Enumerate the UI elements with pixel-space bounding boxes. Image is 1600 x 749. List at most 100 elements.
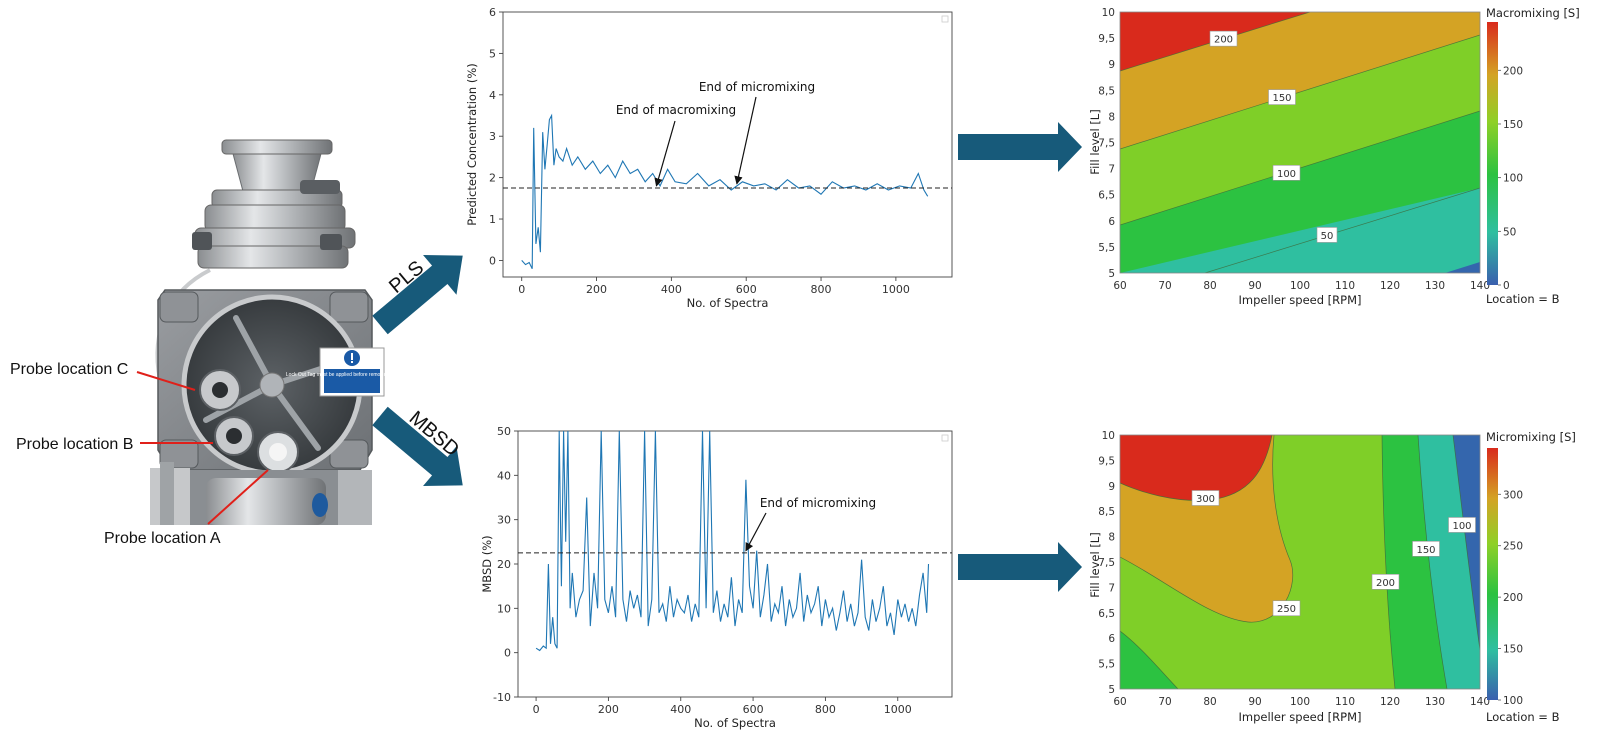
macromixing-ylabel: Fill level [L] — [1088, 109, 1102, 174]
pls-xtick-label: 1000 — [882, 283, 910, 296]
macromixing-colorbar-title: Macromixing [S] — [1486, 6, 1580, 20]
mbsd-ytick-label: 20 — [497, 558, 511, 571]
micro-contour-label-box — [1412, 540, 1440, 557]
micro-xtick-label: 100 — [1290, 696, 1310, 708]
arrow-to-macro-contour — [958, 122, 1082, 172]
micro-ytick-label: 7,5 — [1098, 557, 1115, 569]
pls-xlabel: No. of Spectra — [687, 296, 769, 310]
micromixing-ylabel: Fill level [L] — [1088, 532, 1102, 597]
pls-annotation-text: End of macromixing — [616, 103, 736, 117]
macro-ytick-label: 6,5 — [1098, 190, 1115, 202]
macromixing-xlabel: Impeller speed [RPM] — [1238, 293, 1361, 307]
pls-annotation-arrow — [734, 96, 757, 185]
micro-contour-label-box — [1272, 600, 1301, 617]
pls-ytick-label: 3 — [489, 130, 496, 143]
micro-xtick-label: 110 — [1335, 696, 1355, 708]
pls-ytick-label: 1 — [489, 213, 496, 226]
macro-ytick-label: 6 — [1108, 216, 1115, 228]
pls-xtick-label: 600 — [736, 283, 757, 296]
mbsd-ytick-label: 40 — [497, 469, 511, 482]
macro-xtick-label: 120 — [1380, 280, 1400, 292]
macro-contour-label-box — [1272, 164, 1301, 181]
macro-contour-label-box — [1209, 30, 1238, 47]
micro-ytick-label: 7 — [1108, 582, 1115, 594]
mbsd-ytick-label: 0 — [504, 647, 511, 660]
mbsd-annotation-arrow — [745, 512, 767, 552]
probe-callout-b: Probe location B — [16, 436, 213, 453]
micromixing-colorbar-title: Micromixing [S] — [1486, 430, 1576, 444]
arrow-mbsd: MBSD — [372, 406, 463, 487]
micro-colorbar-label: 300 — [1503, 489, 1523, 501]
mbsd-ytick-label: 50 — [497, 425, 511, 438]
pls-xtick-label: 800 — [811, 283, 832, 296]
macro-ytick-label: 10 — [1102, 7, 1115, 19]
pls-xtick-label: 400 — [661, 283, 682, 296]
micro-ytick-label: 8 — [1108, 532, 1115, 544]
micro-xtick-label: 90 — [1248, 696, 1261, 708]
micromixing-footer: Location = B — [1486, 710, 1560, 724]
macro-colorbar-label: 0 — [1503, 280, 1510, 292]
macro-xtick-label: 130 — [1425, 280, 1445, 292]
micro-xtick-label: 80 — [1203, 696, 1216, 708]
mbsd-ytick-label: 30 — [497, 514, 511, 527]
mbsd-plot-area — [517, 430, 953, 698]
pls-ytick-label: 5 — [489, 47, 496, 60]
mbsd-legend-box — [941, 434, 949, 442]
pls-annotation-text: End of micromixing — [699, 80, 815, 94]
probe-label-b: Probe location B — [16, 436, 133, 453]
micro-xtick-label: 70 — [1158, 696, 1171, 708]
micro-contour-label: 200 — [1376, 578, 1395, 589]
micromixing-colorbar — [1487, 448, 1498, 700]
macro-contour-label: 100 — [1277, 169, 1296, 180]
mbsd-ytick-label: -10 — [493, 691, 511, 704]
pls-ytick-label: 2 — [489, 172, 496, 185]
macro-colorbar-label: 200 — [1503, 65, 1523, 77]
micro-ytick-label: 5,5 — [1098, 659, 1115, 671]
arrow-pls: PLS — [372, 254, 463, 335]
probe-c — [199, 369, 241, 411]
micro-xtick-label: 120 — [1380, 696, 1400, 708]
pls-ytick-label: 6 — [489, 6, 496, 19]
pls-concentration-chart: 0 200 400 600 800 1000 0 1 2 3 4 5 6 No. of Spectra Pr… — [465, 6, 953, 310]
micro-xtick-label: 140 — [1470, 696, 1490, 708]
macro-contour-label: 150 — [1272, 93, 1291, 104]
micromixing-xlabel: Impeller speed [RPM] — [1238, 710, 1361, 724]
micro-ytick-label: 10 — [1102, 430, 1115, 442]
contour-band-150-200-lower — [1120, 631, 1178, 689]
micro-colorbar-label: 100 — [1503, 695, 1523, 707]
micro-xtick-label: 130 — [1425, 696, 1445, 708]
pls-xtick-label: 0 — [518, 283, 525, 296]
macro-ytick-label: 7,5 — [1098, 138, 1115, 150]
pls-annotation-arrow — [654, 120, 676, 187]
micro-contour-label: 250 — [1277, 604, 1296, 615]
macromixing-contour: 60 70 80 90 100 110 120 130 14055,566,577,588,59… — [1088, 6, 1580, 307]
mixer-photo: Lock Out Tag must be applied before remo… — [10, 139, 419, 547]
micro-ytick-label: 6 — [1108, 633, 1115, 645]
pls-series-line — [521, 113, 929, 269]
macro-colorbar-label: 50 — [1503, 226, 1516, 238]
micro-colorbar-label: 150 — [1503, 644, 1523, 656]
macro-xtick-label: 110 — [1335, 280, 1355, 292]
pls-plot-area — [502, 11, 953, 278]
probe-callout-c: Probe location C — [10, 361, 196, 391]
micro-ytick-label: 8,5 — [1098, 506, 1115, 518]
micro-xtick-label: 60 — [1113, 696, 1126, 708]
macro-xtick-label: 70 — [1158, 280, 1171, 292]
pls-ytick-label: 4 — [489, 89, 496, 102]
micro-ytick-label: 9,5 — [1098, 455, 1115, 467]
mbsd-series-line — [535, 431, 930, 652]
macro-xtick-label: 90 — [1248, 280, 1261, 292]
macro-xtick-label: 60 — [1113, 280, 1126, 292]
macro-ytick-label: 5,5 — [1098, 242, 1115, 254]
micro-ytick-label: 6,5 — [1098, 608, 1115, 620]
mbsd-chart: 0 200 400 600 800 1000 -10 0 10 20 30 40 50 No. of Sp… — [480, 425, 953, 730]
macro-contour-label-box — [1316, 227, 1338, 243]
pls-ylabel: Predicted Concentration (%) — [465, 63, 479, 226]
mbsd-xtick-label: 0 — [533, 703, 540, 716]
macro-ytick-label: 5 — [1108, 268, 1115, 280]
sign-text: Lock Out Tag must be applied before remo… — [286, 372, 419, 378]
contour-band-300-plus — [1120, 435, 1272, 501]
micro-ytick-label: 9 — [1108, 481, 1115, 493]
micromixing-contour: 60 70 80 90 100 110 120 130 140 5 5,5 6 6,5 7 7,5 8 8,5 9… — [1088, 430, 1576, 724]
